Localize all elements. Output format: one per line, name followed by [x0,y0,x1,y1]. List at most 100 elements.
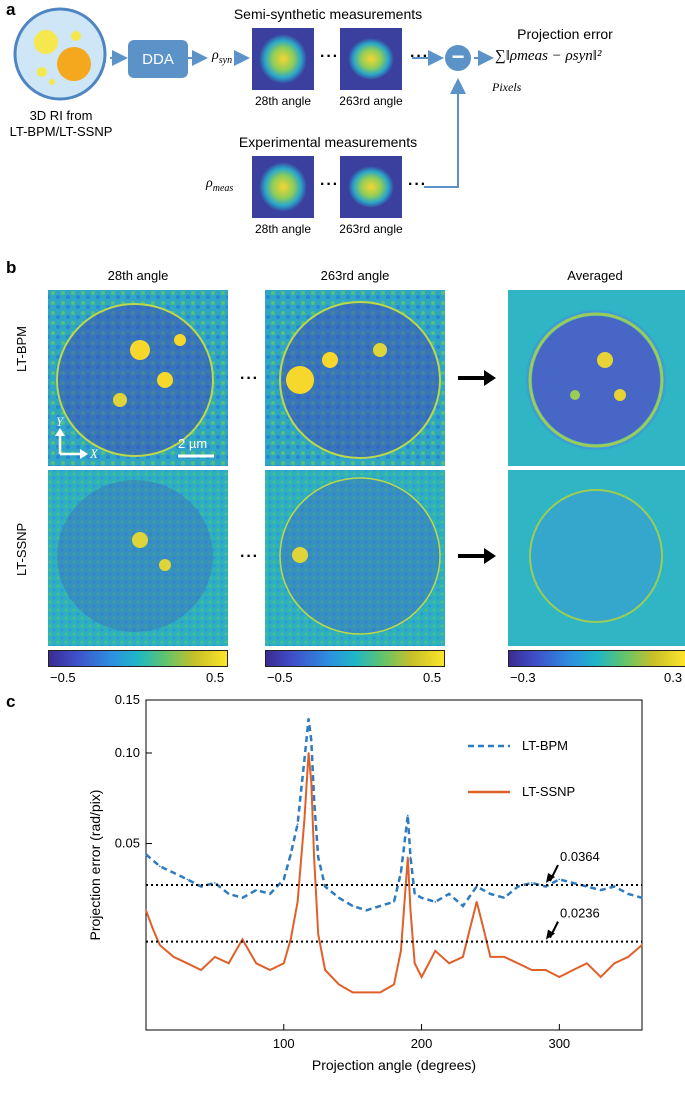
data-point-lt-bpm [227,893,230,895]
dots-syn: ··· [320,48,339,65]
data-point-lt-bpm [413,893,416,895]
data-point-lt-bpm [475,885,478,888]
data-point-lt-ssnp [241,938,244,941]
data-point-lt-ssnp [365,991,368,994]
data-point-lt-ssnp [489,956,492,958]
data-point-lt-ssnp [310,781,313,783]
meas-angle-263: 263rd angle [339,222,403,236]
dots-row1: ··· [240,370,259,387]
data-point-lt-bpm [200,885,202,888]
col-263rd-angle: 263rd angle [320,268,390,283]
x-tick-label: 200 [411,1036,433,1051]
pixels-label: Pixels [492,80,522,94]
data-point-lt-bpm [599,889,602,891]
panel-c-letter: c [6,692,16,711]
data-point-lt-ssnp [586,962,588,965]
y-tick-label: 0.15 [115,692,140,707]
data-point-lt-bpm [517,885,519,888]
data-point-lt-ssnp [317,933,320,935]
meas-thumb-263 [340,156,402,218]
data-point-lt-ssnp [613,962,616,965]
data-point-lt-ssnp [269,969,271,971]
data-point-lt-bpm [489,893,492,895]
data-point-lt-bpm [379,905,382,907]
data-point-lt-ssnp [227,962,230,965]
cell-illustration [13,7,107,101]
data-point-lt-ssnp [400,950,402,952]
data-point-lt-bpm [303,758,306,761]
ri-label-line1: 3D RI from [29,108,93,123]
data-point-lt-ssnp [214,956,216,958]
data-point-lt-ssnp [338,983,340,986]
syn-thumb-28 [252,28,314,90]
data-point-lt-ssnp [379,991,382,994]
plot-frame [145,699,643,1031]
data-point-lt-ssnp [558,976,561,978]
data-point-lt-ssnp [406,856,409,859]
axis-x-label: X [90,446,98,461]
data-point-lt-ssnp [572,969,574,971]
data-point-lt-bpm [310,739,313,742]
projection-error-title: Projection error [517,26,613,42]
panel-a-letter: a [6,0,16,19]
data-point-lt-bpm [406,814,409,817]
dots-row2: ··· [240,548,259,565]
data-point-lt-bpm [586,885,588,888]
data-point-lt-bpm [448,893,450,895]
data-point-lt-ssnp [145,909,147,912]
data-point-lt-ssnp [152,928,154,930]
data-point-lt-bpm [172,871,175,874]
data-point-lt-bpm [351,905,354,907]
data-point-lt-ssnp [530,969,533,971]
data-point-lt-bpm [530,882,533,884]
data-point-lt-bpm [289,853,292,856]
data-point-lt-ssnp [324,969,326,971]
y-tick-label: 0.10 [115,745,140,760]
reference-label: 0.0236 [560,906,600,921]
data-point-lt-ssnp [313,856,315,859]
data-point-lt-ssnp [599,976,602,978]
rho-meas-symbol: ρ [206,176,213,191]
data-point-lt-bpm [613,885,616,888]
dots-syn-2: ··· [410,48,429,65]
data-point-lt-ssnp [641,944,643,946]
data-point-lt-bpm [462,905,464,907]
data-point-lt-bpm [317,856,320,859]
rho-syn-symbol: ρ [212,48,219,63]
data-point-lt-bpm [241,897,244,899]
data-point-lt-ssnp [475,901,478,903]
data-point-lt-bpm [282,878,285,881]
x-tick-label: 300 [548,1036,570,1051]
data-point-lt-bpm [641,897,643,899]
syn-angle-28: 28th angle [254,94,312,108]
reference-arrowhead [546,873,555,884]
minus-symbol: − [451,44,465,69]
cb3-max: 0.3 [664,670,683,685]
data-point-lt-ssnp [544,969,547,971]
rho-syn-subscript: syn [218,54,233,66]
cb2-min: −0.5 [267,670,293,685]
data-point-lt-ssnp [627,956,630,958]
data-point-lt-ssnp [289,938,292,941]
data-point-lt-bpm [558,878,561,881]
rho-meas-label: ρmeas [206,176,233,194]
data-point-lt-bpm [324,885,326,888]
data-point-lt-ssnp [434,950,437,952]
data-point-lt-ssnp [503,956,506,958]
reference-arrowhead [546,929,555,940]
syn-angle-263: 263rd angle [339,94,403,108]
data-point-lt-ssnp [462,956,464,958]
data-point-lt-bpm [338,897,340,899]
data-point-lt-ssnp [307,752,310,754]
data-point-lt-bpm [434,901,437,903]
colorbar-3 [508,650,685,667]
rho-meas-subscript: meas [212,182,234,194]
col-averaged: Averaged [567,268,623,283]
data-point-lt-ssnp [393,983,395,986]
data-point-lt-ssnp [409,909,412,912]
data-point-lt-bpm [307,717,310,720]
data-point-lt-ssnp [351,991,354,994]
panel-b-letter: b [6,258,17,277]
data-point-lt-ssnp [186,962,189,965]
data-point-lt-bpm [145,853,147,856]
